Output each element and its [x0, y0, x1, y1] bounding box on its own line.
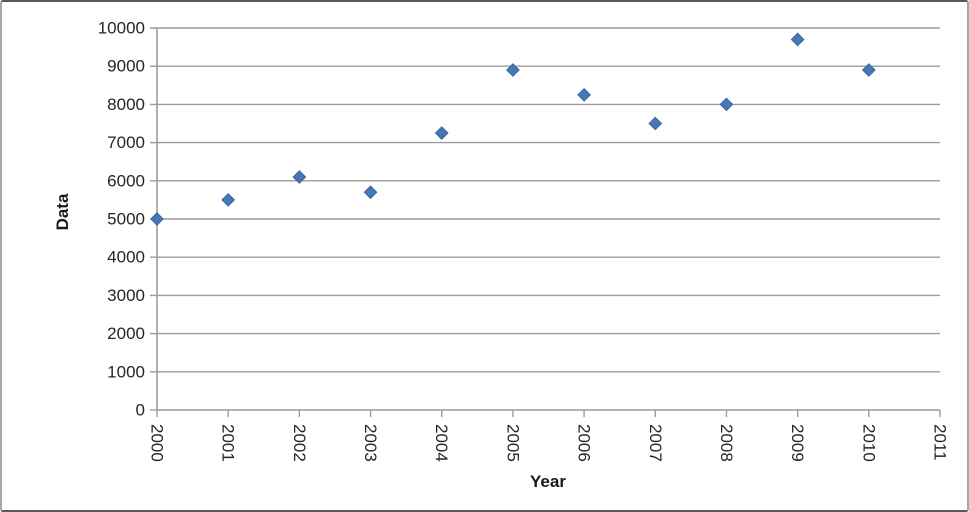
x-tick-label: 2008	[717, 424, 736, 462]
x-tick-label: 2007	[646, 424, 665, 462]
y-tick-label: 4000	[107, 248, 145, 267]
y-tick-label: 3000	[107, 286, 145, 305]
y-tick-label: 2000	[107, 324, 145, 343]
y-tick-label: 9000	[107, 57, 145, 76]
data-point	[150, 212, 164, 226]
y-tick-label: 6000	[107, 171, 145, 190]
x-tick-label: 2009	[788, 424, 807, 462]
x-tick-label: 2001	[219, 424, 238, 462]
x-tick-label: 2006	[575, 424, 594, 462]
y-tick-label: 10000	[98, 19, 145, 38]
data-point	[719, 97, 734, 112]
y-tick-label: 5000	[107, 210, 145, 229]
x-tick-label: 2011	[931, 424, 950, 461]
y-axis-title: Data	[53, 193, 72, 231]
x-tick-label: 2005	[503, 424, 522, 462]
data-point	[861, 63, 876, 77]
data-point	[648, 116, 663, 131]
x-tick-label: 2000	[148, 424, 167, 462]
data-point	[221, 192, 236, 207]
x-tick-label: 2003	[361, 424, 380, 462]
y-tick-label: 0	[136, 401, 145, 420]
data-point	[506, 63, 520, 77]
x-tick-label: 2002	[290, 424, 309, 462]
y-tick-label: 8000	[107, 95, 145, 114]
data-point	[363, 185, 378, 200]
data-point	[292, 170, 307, 184]
data-point	[577, 87, 591, 102]
x-tick-label: 2010	[859, 424, 878, 462]
y-tick-label: 7000	[107, 133, 145, 152]
x-axis-title: Year	[530, 472, 566, 491]
x-tick-label: 2004	[432, 424, 451, 462]
data-point	[790, 32, 805, 47]
y-tick-label: 1000	[107, 362, 145, 381]
data-point	[434, 126, 449, 140]
